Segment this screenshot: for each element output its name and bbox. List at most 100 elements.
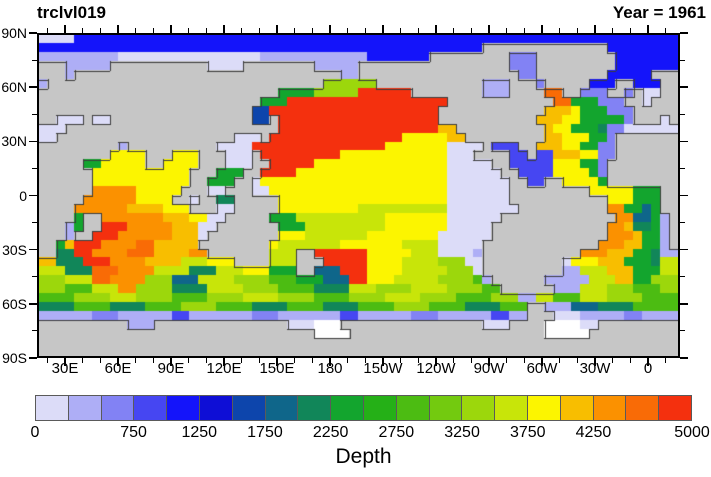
x-minor-tick	[135, 358, 137, 363]
x-major-tick-top	[223, 25, 225, 33]
x-minor-tick	[364, 358, 366, 363]
x-major-tick	[329, 358, 331, 366]
y-tick-label: 60N	[1, 79, 27, 96]
x-major-tick-top	[488, 25, 490, 33]
x-minor-tick-top	[241, 28, 243, 33]
colorbar-box-5	[198, 395, 233, 421]
colorbar-box-19	[658, 395, 692, 421]
colorbar-label: 1750	[247, 424, 283, 441]
y-tick-label: 0	[19, 187, 27, 204]
y-major-tick-right	[680, 194, 688, 197]
x-minor-tick	[46, 358, 48, 363]
y-major-tick-right	[680, 248, 688, 251]
x-minor-tick	[311, 358, 313, 363]
colorbar-box-1	[67, 395, 102, 421]
x-minor-tick	[523, 358, 525, 363]
y-minor-tick-right	[680, 222, 685, 224]
y-minor-tick	[32, 167, 37, 169]
x-minor-tick-top	[152, 28, 154, 33]
x-major-tick-top	[594, 25, 596, 33]
y-minor-tick-right	[680, 330, 685, 332]
x-minor-tick-top	[400, 28, 402, 33]
x-tick-label: 30E	[51, 360, 79, 377]
x-minor-tick-top	[82, 28, 84, 33]
x-major-tick	[594, 358, 596, 366]
x-tick-label: 150W	[363, 360, 403, 377]
x-minor-tick-top	[258, 28, 260, 33]
colorbar-box-4	[166, 395, 200, 421]
colorbar-label: 4250	[575, 424, 612, 441]
y-major-tick-right	[680, 86, 688, 88]
y-major-tick-right	[680, 303, 688, 305]
x-tick-label: 30W	[579, 360, 611, 377]
colorbar-label: 3250	[444, 424, 480, 441]
colorbar-box-9	[330, 395, 364, 421]
x-minor-tick	[99, 358, 101, 363]
y-major-tick	[29, 248, 37, 251]
x-minor-tick-top	[506, 28, 508, 33]
x-tick-label: 90E	[157, 360, 185, 377]
x-minor-tick-top	[188, 28, 190, 33]
colorbar-box-17	[592, 395, 627, 421]
x-major-tick-top	[64, 25, 66, 33]
x-minor-tick	[347, 358, 349, 363]
colorbar-label: 0	[30, 424, 40, 441]
y-minor-tick	[32, 222, 37, 224]
x-minor-tick	[665, 358, 667, 363]
x-tick-label: 0	[643, 360, 653, 377]
x-minor-tick	[400, 358, 402, 363]
x-major-tick	[276, 358, 278, 366]
year-label: Year = 1961	[612, 3, 706, 22]
y-major-tick-right	[680, 140, 688, 143]
y-minor-tick-right	[680, 113, 685, 115]
y-minor-tick	[32, 330, 37, 332]
y-minor-tick	[32, 276, 37, 278]
x-minor-tick-top	[523, 28, 525, 33]
x-minor-tick	[82, 358, 84, 363]
world-map-canvas	[39, 35, 678, 356]
x-minor-tick	[417, 358, 419, 363]
y-minor-tick-right	[680, 276, 685, 278]
x-major-tick-top	[435, 25, 437, 33]
x-tick-label: 180	[317, 360, 343, 377]
x-minor-tick	[205, 358, 207, 363]
x-major-tick-top	[541, 25, 543, 33]
y-tick-label: 60S	[2, 295, 27, 312]
colorbar-box-2	[100, 395, 135, 421]
x-major-tick-top	[276, 25, 278, 33]
x-major-tick-top	[647, 25, 649, 33]
y-major-tick	[29, 86, 37, 88]
x-major-tick	[647, 358, 649, 366]
y-minor-tick	[32, 59, 37, 61]
y-minor-tick-right	[680, 167, 685, 169]
x-minor-tick-top	[294, 28, 296, 33]
x-minor-tick-top	[559, 28, 561, 33]
map-plot-frame	[37, 33, 680, 358]
colorbar-box-11	[395, 395, 430, 421]
colorbar-label: 2250	[312, 424, 349, 441]
y-minor-tick-right	[680, 59, 685, 61]
colorbar-box-15	[526, 395, 561, 421]
x-minor-tick	[629, 358, 631, 363]
colorbar-label: 3750	[509, 424, 546, 441]
x-minor-tick-top	[470, 28, 472, 33]
y-major-tick	[29, 32, 37, 34]
x-minor-tick	[576, 358, 578, 363]
x-minor-tick-top	[99, 28, 101, 33]
y-major-tick	[29, 140, 37, 143]
x-major-tick	[541, 358, 543, 366]
x-minor-tick	[188, 358, 190, 363]
x-tick-label: 150E	[259, 360, 295, 377]
colorbar-box-6	[231, 395, 266, 421]
x-minor-tick-top	[311, 28, 313, 33]
y-tick-label: 30S	[2, 241, 27, 258]
x-minor-tick	[559, 358, 561, 363]
x-major-tick	[170, 358, 172, 366]
x-minor-tick	[294, 358, 296, 363]
x-major-tick	[382, 358, 384, 366]
x-minor-tick	[152, 358, 154, 363]
colorbar-box-13	[461, 395, 496, 421]
x-major-tick	[117, 358, 119, 366]
colorbar-box-18	[625, 395, 660, 421]
x-major-tick-top	[170, 25, 172, 33]
